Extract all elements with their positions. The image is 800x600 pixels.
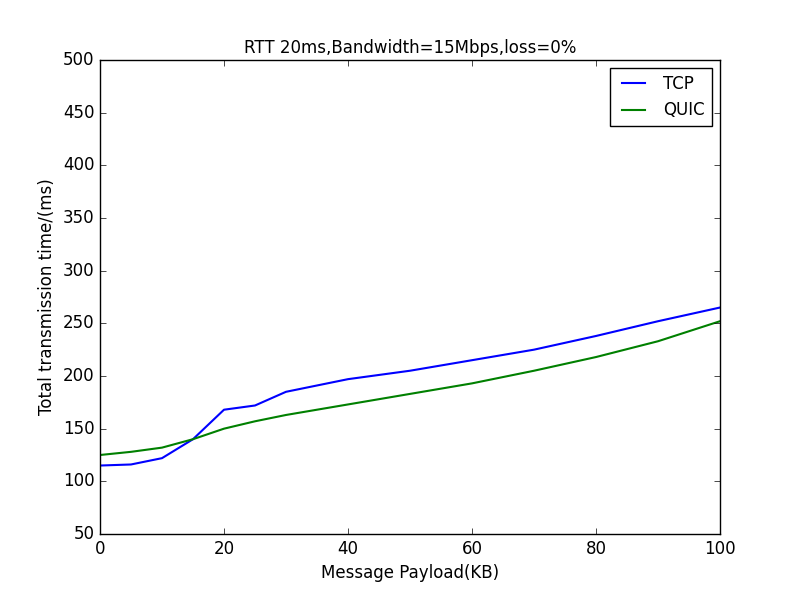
QUIC <box>591 353 601 361</box>
QUIC <box>219 425 229 432</box>
TCP <box>343 376 353 383</box>
TCP <box>282 388 291 395</box>
QUIC <box>157 444 167 451</box>
TCP <box>591 332 601 340</box>
QUIC <box>405 391 414 398</box>
QUIC <box>467 380 477 387</box>
TCP <box>653 317 662 325</box>
TCP <box>188 436 198 443</box>
TCP <box>219 406 229 413</box>
TCP <box>530 346 539 353</box>
TCP <box>467 356 477 364</box>
Y-axis label: Total transmission time/(ms): Total transmission time/(ms) <box>38 179 56 415</box>
QUIC <box>653 338 662 345</box>
TCP <box>126 461 136 468</box>
TCP <box>250 402 260 409</box>
TCP <box>715 304 725 311</box>
QUIC <box>343 401 353 408</box>
QUIC <box>188 436 198 443</box>
QUIC <box>126 448 136 455</box>
Line: TCP: TCP <box>100 308 720 466</box>
TCP <box>95 462 105 469</box>
Title: RTT 20ms,Bandwidth=15Mbps,loss=0%: RTT 20ms,Bandwidth=15Mbps,loss=0% <box>244 39 576 57</box>
QUIC <box>530 367 539 374</box>
QUIC <box>715 317 725 325</box>
QUIC <box>282 412 291 419</box>
X-axis label: Message Payload(KB): Message Payload(KB) <box>321 565 499 583</box>
Line: QUIC: QUIC <box>100 321 720 455</box>
TCP <box>405 367 414 374</box>
TCP <box>157 455 167 462</box>
QUIC <box>250 418 260 425</box>
QUIC <box>95 451 105 458</box>
Legend: TCP, QUIC: TCP, QUIC <box>610 68 712 126</box>
